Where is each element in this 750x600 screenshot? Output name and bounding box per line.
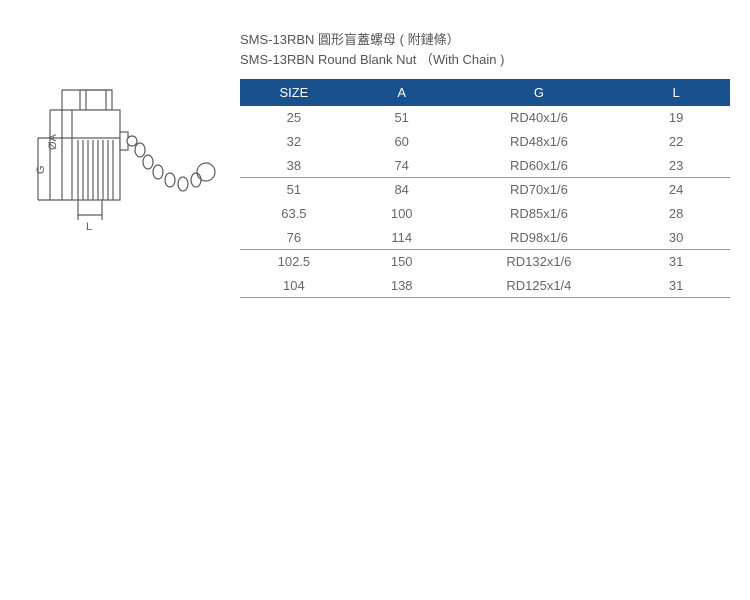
cell-size: 51: [240, 178, 348, 202]
dim-label-l: L: [86, 221, 92, 233]
dim-label-g: G: [35, 165, 47, 174]
cell-g: RD40x1/6: [456, 106, 623, 130]
cell-l: 23: [622, 154, 730, 178]
cell-l: 28: [622, 202, 730, 226]
cell-a: 150: [348, 250, 456, 274]
dim-label-oa: ØA: [47, 133, 59, 150]
cell-a: 114: [348, 226, 456, 250]
title-chinese: SMS-13RBN 圓形盲蓋螺母 ( 附鏈條）: [240, 30, 730, 50]
cell-a: 74: [348, 154, 456, 178]
cell-g: RD85x1/6: [456, 202, 623, 226]
cell-l: 19: [622, 106, 730, 130]
cell-g: RD132x1/6: [456, 250, 623, 274]
cell-size: 25: [240, 106, 348, 130]
cell-size: 76: [240, 226, 348, 250]
technical-drawing: ØA G L: [20, 80, 220, 260]
cell-a: 84: [348, 178, 456, 202]
cell-l: 22: [622, 130, 730, 154]
header-g: G: [456, 79, 623, 106]
table-row: 5184RD70x1/624: [240, 178, 730, 202]
spec-table: SIZE A G L 2551RD40x1/6193260RD48x1/6223…: [240, 79, 730, 298]
cell-l: 31: [622, 274, 730, 298]
cell-l: 30: [622, 226, 730, 250]
cell-l: 24: [622, 178, 730, 202]
cell-g: RD70x1/6: [456, 178, 623, 202]
table-row: 3260RD48x1/622: [240, 130, 730, 154]
content-area: SMS-13RBN 圓形盲蓋螺母 ( 附鏈條） SMS-13RBN Round …: [240, 30, 730, 298]
cell-size: 102.5: [240, 250, 348, 274]
table-row: 3874RD60x1/623: [240, 154, 730, 178]
cell-a: 60: [348, 130, 456, 154]
cell-a: 138: [348, 274, 456, 298]
cell-g: RD60x1/6: [456, 154, 623, 178]
table-row: 76114RD98x1/630: [240, 226, 730, 250]
cell-g: RD48x1/6: [456, 130, 623, 154]
cell-a: 100: [348, 202, 456, 226]
cell-g: RD98x1/6: [456, 226, 623, 250]
header-size: SIZE: [240, 79, 348, 106]
cell-size: 32: [240, 130, 348, 154]
cell-g: RD125x1/4: [456, 274, 623, 298]
table-row: 2551RD40x1/619: [240, 106, 730, 130]
product-title: SMS-13RBN 圓形盲蓋螺母 ( 附鏈條） SMS-13RBN Round …: [240, 30, 730, 69]
table-header-row: SIZE A G L: [240, 79, 730, 106]
header-a: A: [348, 79, 456, 106]
cell-a: 51: [348, 106, 456, 130]
cell-size: 63.5: [240, 202, 348, 226]
table-row: 102.5150RD132x1/631: [240, 250, 730, 274]
title-english: SMS-13RBN Round Blank Nut （With Chain ): [240, 50, 730, 70]
cell-l: 31: [622, 250, 730, 274]
cell-size: 38: [240, 154, 348, 178]
table-row: 104138RD125x1/431: [240, 274, 730, 298]
table-row: 63.5100RD85x1/628: [240, 202, 730, 226]
cell-size: 104: [240, 274, 348, 298]
header-l: L: [622, 79, 730, 106]
